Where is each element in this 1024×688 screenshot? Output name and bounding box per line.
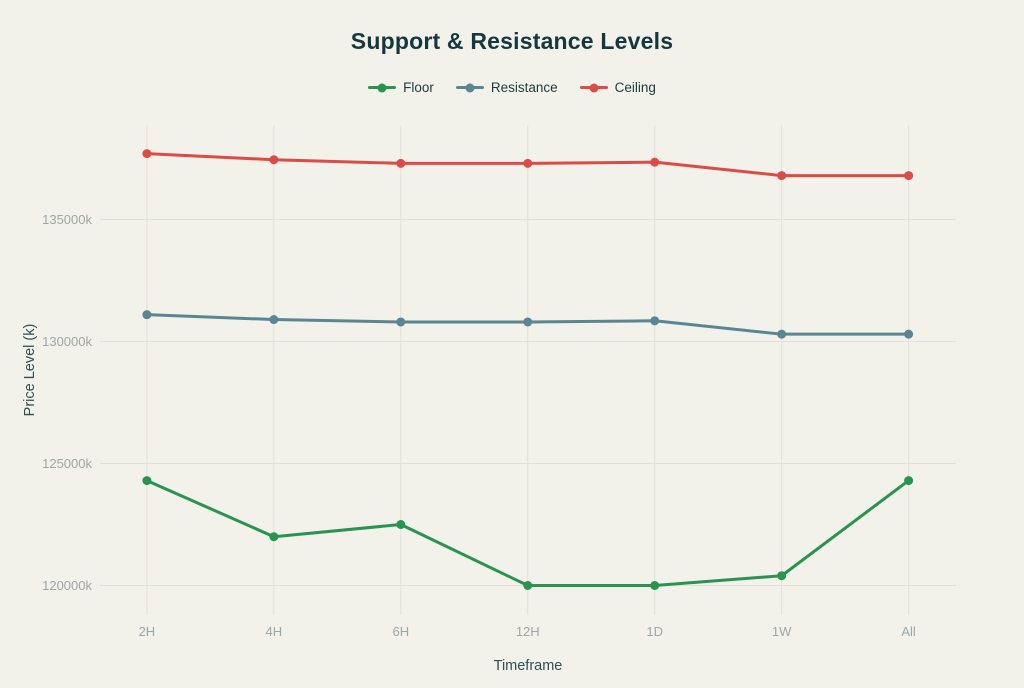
x-tick-label: 4H <box>266 624 283 639</box>
floor-point-All <box>904 476 914 486</box>
y-tick-label: 120000k <box>42 578 92 593</box>
floor-point-1D <box>650 581 660 590</box>
y-axis-title: Price Level (k) <box>22 324 38 417</box>
floor-point-2H <box>142 476 152 486</box>
x-tick-label: All <box>901 624 916 639</box>
legend-label: Ceiling <box>614 80 656 95</box>
legend-item-resistance[interactable]: Resistance <box>455 80 558 95</box>
floor-legend-marker-icon <box>368 83 397 92</box>
resistance-point-All <box>904 329 914 339</box>
ceiling-point-4H <box>269 155 279 165</box>
legend-label: Floor <box>403 80 434 95</box>
resistance-point-1D <box>650 316 660 326</box>
y-tick-label: 125000k <box>42 456 92 471</box>
resistance-legend-marker-icon <box>455 83 484 92</box>
ceiling-point-6H <box>396 158 406 168</box>
resistance-point-2H <box>142 310 152 320</box>
resistance-point-12H <box>523 317 533 327</box>
x-tick-label: 1W <box>772 624 792 639</box>
chart-title: Support & Resistance Levels <box>350 28 674 54</box>
ceiling-point-1W <box>777 171 787 181</box>
x-tick-label: 1D <box>646 624 663 639</box>
x-axis-title: Timeframe <box>494 658 563 674</box>
resistance-point-1W <box>777 329 787 339</box>
resistance-point-4H <box>269 315 279 325</box>
y-tick-label: 130000k <box>42 334 92 349</box>
floor-point-1W <box>777 571 787 581</box>
y-tick-label: 135000k <box>42 212 92 227</box>
ceiling-point-All <box>904 171 914 181</box>
legend-item-ceiling[interactable]: Ceiling <box>579 80 656 95</box>
ceiling-legend-marker-icon <box>579 83 608 92</box>
ceiling-point-12H <box>523 158 533 168</box>
legend-item-floor[interactable]: Floor <box>368 80 434 95</box>
floor-point-12H <box>523 581 533 590</box>
ceiling-point-1D <box>650 157 660 167</box>
floor-point-6H <box>396 520 406 529</box>
chart-legend: Floor Resistance Ceiling <box>0 80 1024 95</box>
legend-label: Resistance <box>490 80 558 95</box>
x-tick-label: 2H <box>139 624 156 639</box>
resistance-point-6H <box>396 317 406 327</box>
x-tick-label: 12H <box>516 624 540 639</box>
x-tick-label: 6H <box>392 624 409 639</box>
ceiling-point-2H <box>142 149 152 159</box>
floor-point-4H <box>269 532 279 542</box>
